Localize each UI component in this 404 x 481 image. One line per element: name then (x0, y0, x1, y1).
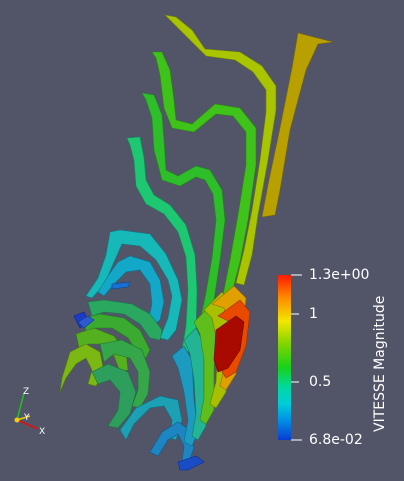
scalar-bar-mid-label: 0.5 (309, 375, 331, 389)
stream-ribbon (178, 456, 204, 470)
z-axis-label: Z (23, 387, 29, 397)
stream-ribbon (60, 344, 104, 392)
scalar-bar[interactable] (278, 275, 291, 440)
axes-origin (15, 418, 20, 423)
scalar-bar-title: VITESSE Magnitude (373, 296, 387, 432)
x-axis-label: X (39, 427, 45, 437)
scalar-bar-max-label: 1.3e+00 (309, 268, 369, 282)
orientation-axes: Z Y X (15, 387, 46, 437)
scalar-bar-min-label: 6.8e-02 (309, 433, 363, 447)
z-axis-line (17, 393, 24, 420)
y-axis-label: Y (23, 413, 30, 423)
scalar-bar-high-label: 1 (309, 307, 318, 321)
